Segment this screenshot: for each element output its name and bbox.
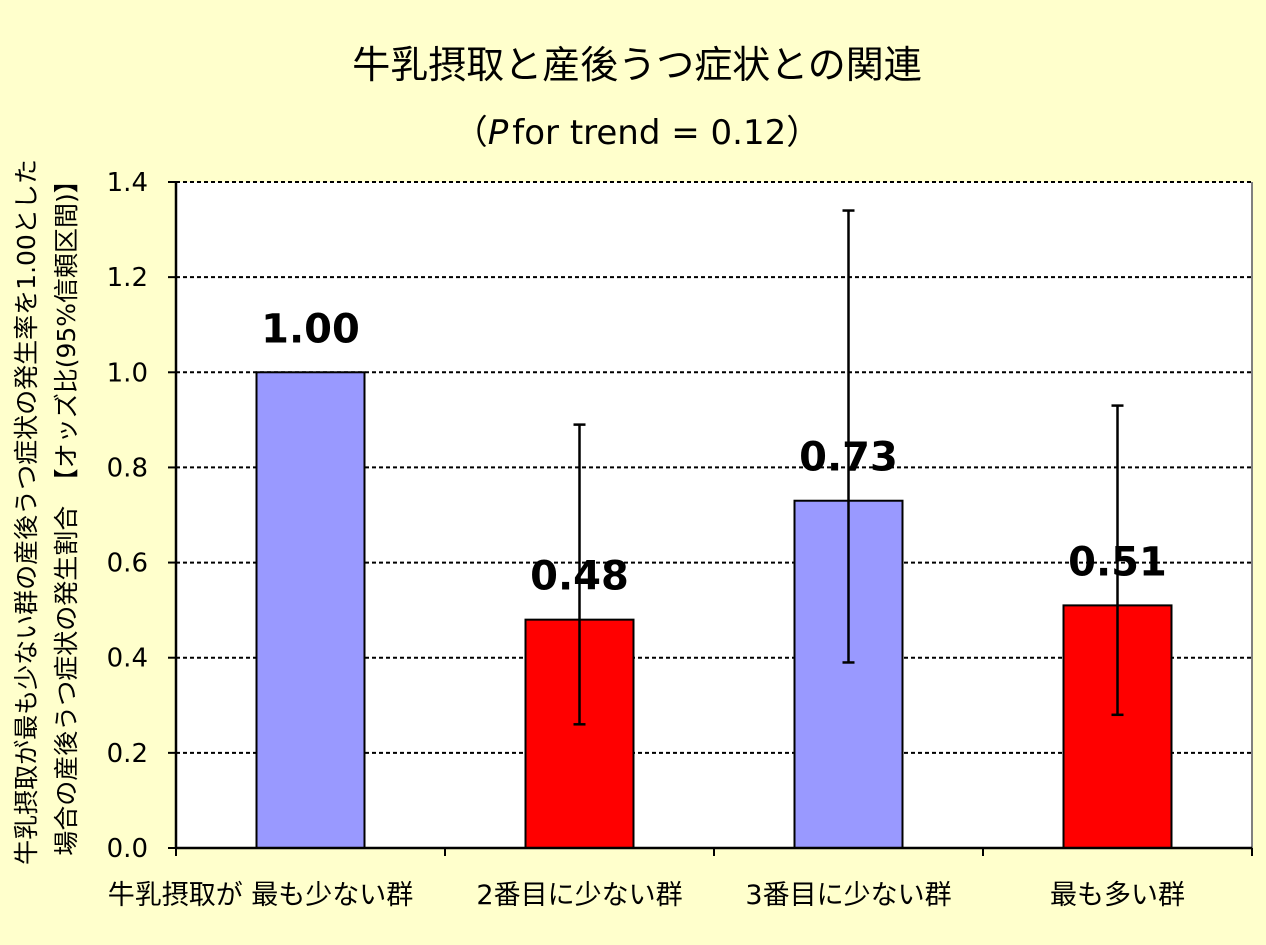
x-tick-label: 3番目に少ない群 [745, 880, 951, 911]
chart-title: 牛乳摂取と産後うつ症状との関連 [352, 43, 922, 87]
x-tick-label: 牛乳摂取が 最も少ない群 [108, 880, 414, 911]
bars [255, 371, 1173, 850]
y-axis-title-line-2: 場合の産後うつ症状の発生割合 【オッズ比(95%信頼区間)】 [52, 168, 81, 856]
data-label: 0.48 [530, 554, 629, 600]
error-bars [573, 209, 1124, 726]
y-axis-title: 牛乳摂取が最も少ない群の産後うつ症状の発生率を1.00とした 場合の産後うつ症状… [12, 159, 81, 865]
y-tick-label: 0.2 [107, 739, 148, 769]
labels: 0.0 0.2 0.4 0.6 0.8 1.0 1.2 1.4 1.00 0.48 0.73 0.51… [107, 168, 1185, 911]
y-axis-title-line-1: 牛乳摂取が最も少ない群の産後うつ症状の発生率を1.00とした [12, 159, 41, 865]
bar [255, 371, 366, 849]
chart-subtitle: （P for trend = 0.12） [454, 113, 821, 153]
x-tick-label: 2番目に少ない群 [476, 880, 682, 911]
y-tick-label: 1.2 [107, 263, 148, 293]
data-label: 1.00 [261, 306, 360, 352]
subtitle-p: P [488, 113, 509, 153]
y-tick-label: 0.6 [107, 549, 148, 579]
y-tick-label: 0.0 [107, 834, 148, 864]
subtitle-close: ） [786, 113, 820, 153]
data-label: 0.73 [799, 435, 898, 481]
x-tick-label: 最も多い群 [1050, 880, 1185, 911]
y-tick-label: 1.0 [107, 358, 148, 388]
subtitle-open: （ [454, 113, 488, 153]
y-tick-label: 0.4 [107, 644, 148, 674]
axes [168, 181, 1253, 856]
data-label: 0.51 [1068, 539, 1167, 585]
y-tick-label: 1.4 [107, 168, 148, 198]
y-tick-label: 0.8 [107, 453, 148, 483]
subtitle-text: for trend = 0.12 [512, 113, 786, 153]
